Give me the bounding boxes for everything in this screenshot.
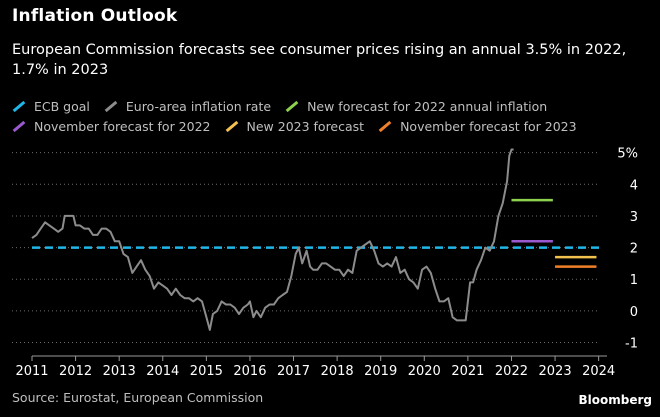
inflation-rate-line bbox=[31, 148, 514, 331]
chart-legend: ECB goal Euro-area inflation rate New fo… bbox=[12, 96, 652, 136]
x-tick-label: 2013 bbox=[103, 364, 136, 379]
legend-row-2: November forecast for 2022 New 2023 fore… bbox=[12, 116, 652, 136]
x-tick-label: 2015 bbox=[190, 364, 223, 379]
chart-subtitle: European Commission forecasts see consum… bbox=[12, 42, 627, 78]
legend-label: Euro-area inflation rate bbox=[125, 98, 272, 114]
legend-item-nov-2022-forecast: November forecast for 2022 bbox=[12, 119, 211, 134]
x-tick-label: 2012 bbox=[59, 364, 92, 379]
x-tick-label: 2011 bbox=[15, 364, 48, 379]
y-tick-label: 5% bbox=[617, 147, 638, 162]
brand-logo: Bloomberg bbox=[578, 393, 653, 407]
legend-label: November forecast for 2023 bbox=[400, 118, 577, 134]
x-tick-label: 2022 bbox=[495, 364, 528, 379]
legend-item-new-2022-forecast: New forecast for 2022 annual inflation bbox=[285, 99, 547, 114]
y-tick-label: 3 bbox=[630, 210, 638, 225]
y-tick-label: -1 bbox=[625, 337, 638, 352]
y-tick-label: 2 bbox=[630, 242, 638, 257]
legend-item-ecb-goal: ECB goal bbox=[12, 99, 90, 114]
x-tick-label: 2021 bbox=[451, 364, 484, 379]
legend-label: November forecast for 2022 bbox=[34, 118, 211, 134]
x-tick-label: 2023 bbox=[539, 364, 572, 379]
legend-label: ECB goal bbox=[34, 98, 90, 114]
legend-label: New 2023 forecast bbox=[246, 118, 365, 134]
y-tick-label: 4 bbox=[630, 178, 638, 193]
x-tick-label: 2017 bbox=[277, 364, 310, 379]
y-tick-label: 0 bbox=[630, 305, 638, 320]
legend-item-new-2023-forecast: New 2023 forecast bbox=[225, 118, 365, 134]
x-tick-label: 2019 bbox=[364, 364, 397, 379]
legend-row-1: ECB goal Euro-area inflation rate New fo… bbox=[12, 96, 652, 116]
x-tick-label: 2020 bbox=[408, 364, 441, 379]
legend-item-inflation-rate: Euro-area inflation rate bbox=[104, 99, 271, 114]
legend-item-nov-2023-forecast: November forecast for 2023 bbox=[378, 119, 577, 134]
chart-title: Inflation Outlook bbox=[12, 6, 178, 26]
legend-label: New forecast for 2022 annual inflation bbox=[307, 98, 548, 114]
x-tick-label: 2016 bbox=[233, 364, 266, 379]
y-tick-label: 1 bbox=[630, 273, 638, 288]
x-tick-label: 2024 bbox=[582, 364, 615, 379]
x-tick-label: 2014 bbox=[146, 364, 179, 379]
x-tick-label: 2018 bbox=[321, 364, 354, 379]
source-note: Source: Eurostat, European Commission bbox=[12, 390, 264, 405]
